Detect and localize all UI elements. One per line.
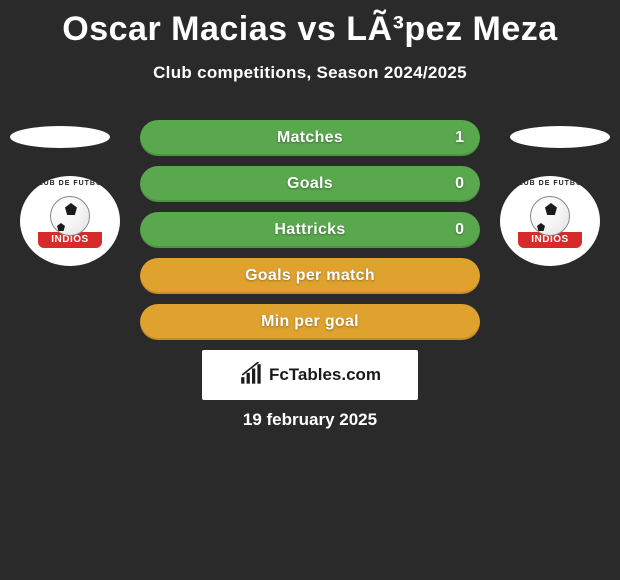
date-text: 19 february 2025 [0,410,620,430]
club-badge-right: CLUB DE FUTBOL INDIOS [500,176,600,266]
club-badge-left: CLUB DE FUTBOL INDIOS [20,176,120,266]
stat-label: Goals [287,175,333,193]
stat-label: Matches [277,129,343,147]
chart-icon [239,362,265,388]
soccer-ball-icon [530,196,570,236]
club-arc-text: CLUB DE FUTBOL [500,180,600,187]
stats-container: Matches 1 Goals 0 Hattricks 0 Goals per … [140,120,480,350]
club-arc-text: CLUB DE FUTBOL [20,180,120,187]
soccer-ball-icon [50,196,90,236]
player-avatar-right [510,126,610,148]
attribution-text: FcTables.com [269,365,381,385]
stat-label: Goals per match [245,267,375,285]
attribution-badge: FcTables.com [202,350,418,400]
stat-value: 1 [455,129,464,147]
stat-bar: Goals 0 [140,166,480,202]
stat-bar: Matches 1 [140,120,480,156]
player-avatar-left [10,126,110,148]
stat-bar: Goals per match [140,258,480,294]
subtitle: Club competitions, Season 2024/2025 [0,63,620,83]
page-title: Oscar Macias vs LÃ³pez Meza [0,0,620,49]
stat-bar: Min per goal [140,304,480,340]
stat-bar: Hattricks 0 [140,212,480,248]
stat-label: Hattricks [274,221,345,239]
stat-label: Min per goal [261,313,359,331]
stat-value: 0 [455,175,464,193]
stat-value: 0 [455,221,464,239]
